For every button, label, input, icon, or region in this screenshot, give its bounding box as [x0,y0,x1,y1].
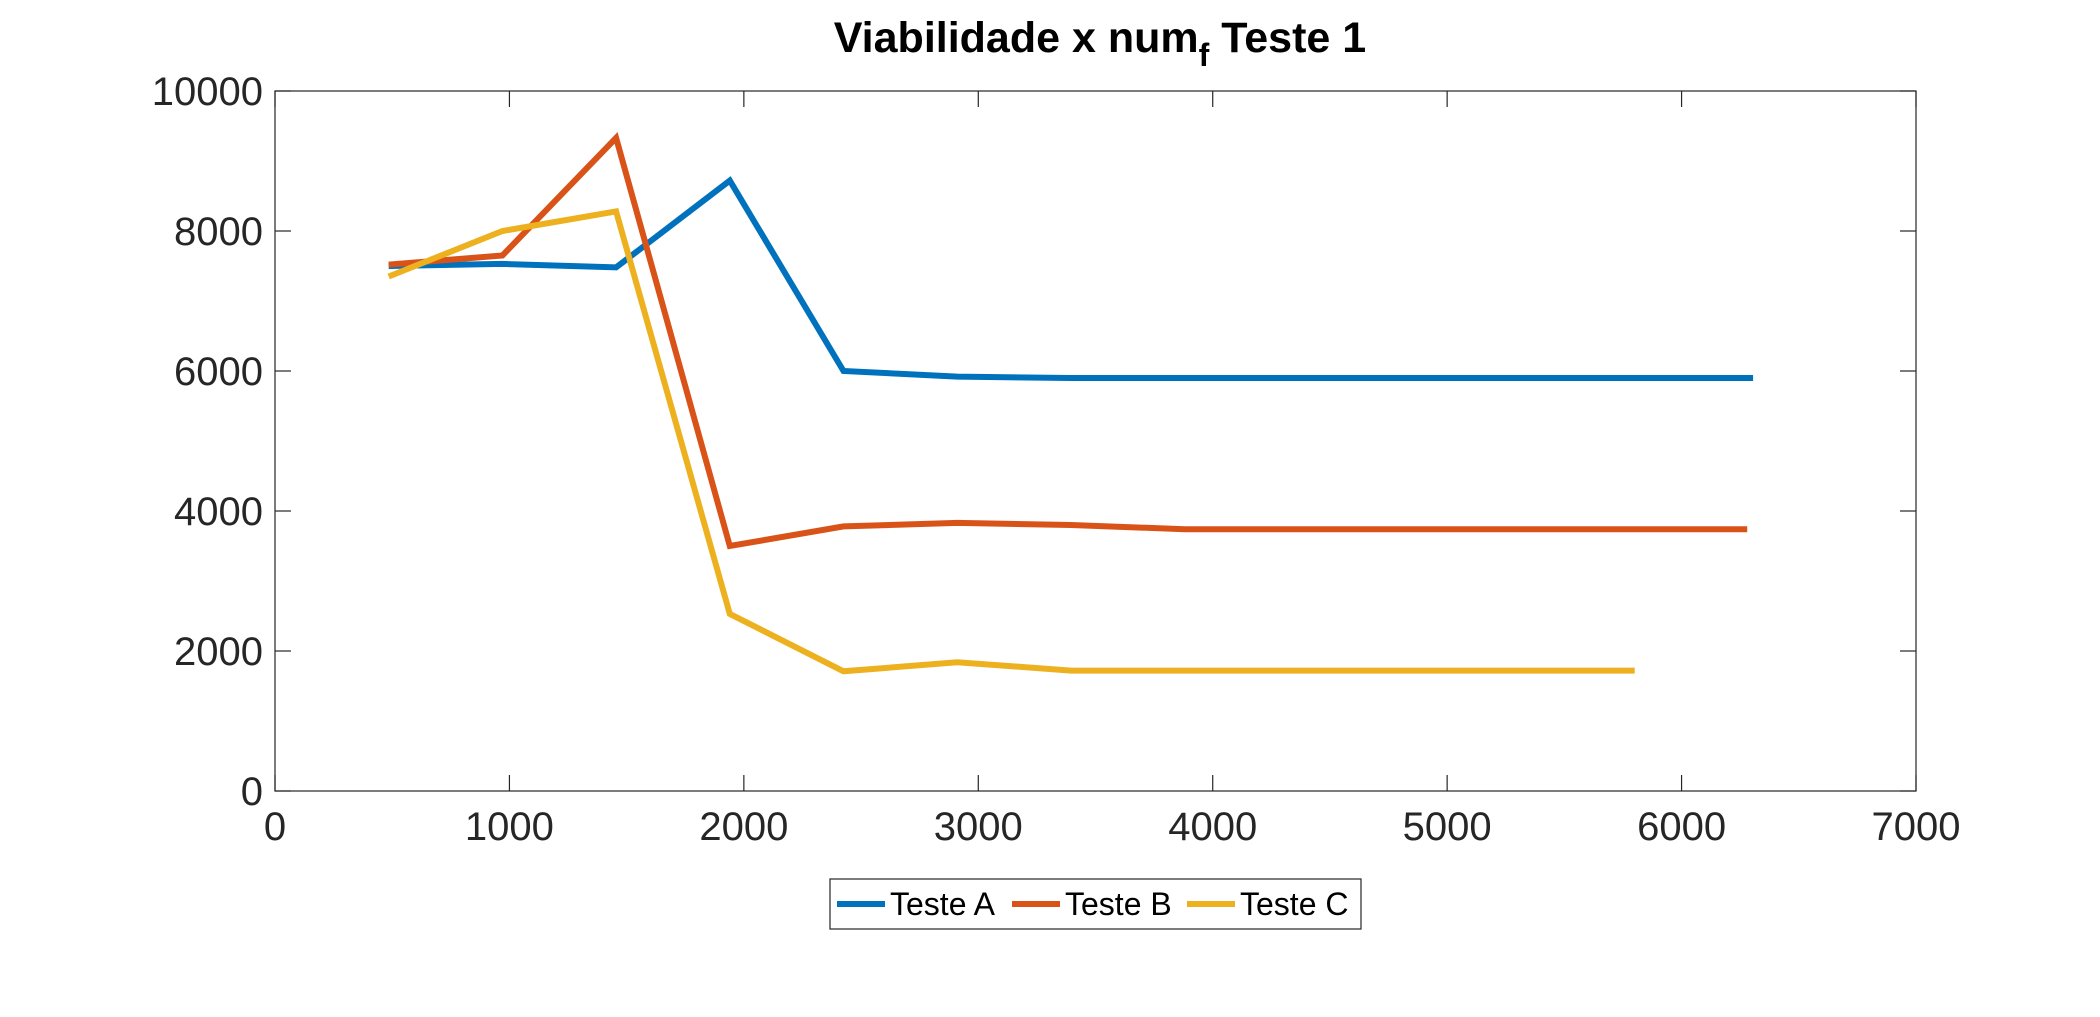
y-axis-tick-labels: 0 2000 4000 6000 8000 10000 [152,70,263,814]
legend-box [829,878,1362,930]
legend-label-3: Teste C [1240,886,1348,922]
chart-title-suffix: Teste 1 [1209,14,1366,62]
legend: Teste A Teste B Teste C [829,878,1362,930]
plot-area [274,90,1917,792]
legend-label-1: Teste A [890,886,996,922]
x-tick-label: 2000 [699,805,788,849]
x-tick-label: 7000 [1872,805,1961,849]
y-tick-label: 2000 [174,630,263,674]
y-tick-label: 0 [241,770,263,814]
chart-title-main: Viabilidade x num [834,14,1199,62]
legend-label-2: Teste B [1065,886,1172,922]
y-tick-label: 8000 [174,210,263,254]
chart-title: Viabilidade x numf Teste 1 [834,14,1366,73]
data-series [387,132,1754,675]
x-tick-label: 5000 [1403,805,1492,849]
x-tick-label: 3000 [934,805,1023,849]
series-line-1 [388,176,1754,381]
series-line-3 [387,207,1635,675]
series-line-2 [388,132,1748,550]
x-tick-label: 6000 [1637,805,1726,849]
y-tick-label: 4000 [174,490,263,534]
y-tick-label: 10000 [152,70,263,114]
x-tick-label: 0 [264,805,286,849]
chart-title-subscript: f [1199,37,1210,73]
legend-entries: Teste A Teste B Teste C [837,886,1348,922]
x-tick-label: 1000 [465,805,554,849]
y-tick-label: 6000 [174,350,263,394]
x-axis-tick-labels: 0 1000 2000 3000 4000 5000 6000 7000 [264,805,1961,849]
x-tick-label: 4000 [1168,805,1257,849]
axis-ticks [274,90,1917,792]
